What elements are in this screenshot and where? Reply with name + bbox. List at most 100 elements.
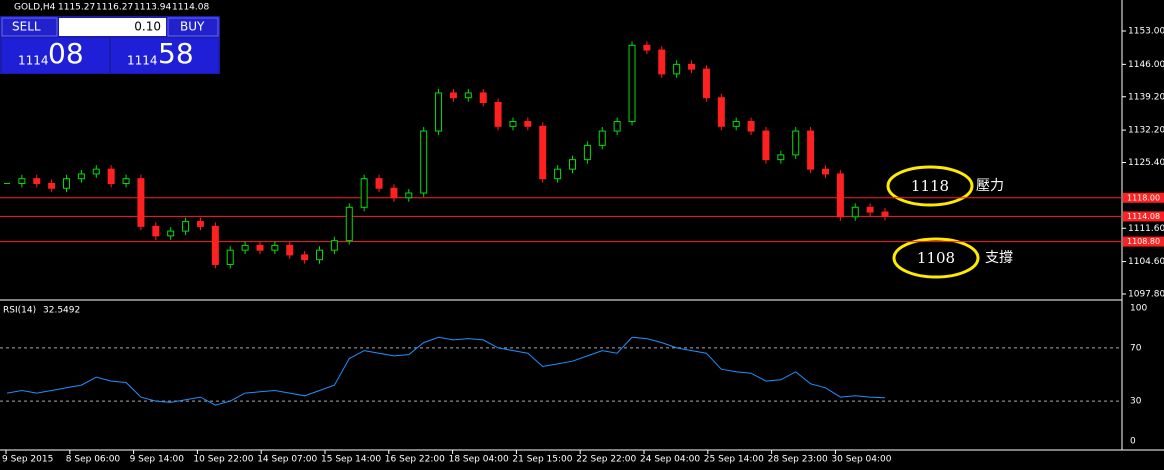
candle xyxy=(211,225,219,265)
candle xyxy=(345,206,353,242)
price-tick-label: 1125.40 xyxy=(1128,158,1164,168)
candle xyxy=(316,249,324,261)
candle xyxy=(851,206,859,218)
candle xyxy=(107,168,115,184)
candle xyxy=(152,225,160,237)
price-tick-label: 1146.00 xyxy=(1128,60,1164,70)
sell-price-major: 1114 xyxy=(18,54,49,68)
level-label-bg xyxy=(1123,192,1164,203)
buy-label: BUY xyxy=(180,20,205,34)
price-tick-label: 1139.20 xyxy=(1128,92,1164,102)
candle xyxy=(717,97,725,127)
candle xyxy=(702,68,710,99)
rsi-tick-label: 100 xyxy=(1130,304,1147,314)
buy-price-minor: 58 xyxy=(158,37,194,70)
candle xyxy=(435,92,443,132)
price-tick-label: 1132.20 xyxy=(1128,126,1164,136)
buy-button[interactable] xyxy=(167,17,219,37)
candle xyxy=(301,254,309,261)
candle xyxy=(360,178,368,208)
price-tick-label: 1104.60 xyxy=(1128,257,1164,267)
sell-price-box[interactable] xyxy=(2,38,109,73)
level-label-bg xyxy=(1123,236,1164,247)
level-label: 1118.00 xyxy=(1127,193,1160,202)
time-label: 18 Sep 04:00 xyxy=(449,455,509,465)
candle xyxy=(658,49,666,75)
candle xyxy=(226,249,234,265)
time-label: 14 Sep 07:00 xyxy=(257,455,317,465)
candle xyxy=(256,244,264,251)
candle xyxy=(375,178,383,189)
candle xyxy=(613,121,621,132)
annotation-text: 壓力 xyxy=(976,178,1004,194)
candle xyxy=(583,144,591,161)
candle xyxy=(33,178,41,184)
time-label: 9 Sep 14:00 xyxy=(130,455,185,465)
rsi-label: RSI(14) xyxy=(3,306,36,316)
candle xyxy=(286,244,294,256)
symbol: GOLD,H4 xyxy=(14,3,56,13)
candle xyxy=(524,121,532,127)
candle xyxy=(449,92,457,99)
candle xyxy=(762,130,770,161)
rsi-tick-label: 30 xyxy=(1130,397,1142,407)
sell-price-minor: 08 xyxy=(48,37,84,70)
ohlc-value: 1115.27 xyxy=(58,3,95,13)
candle xyxy=(196,221,204,227)
candle xyxy=(77,173,85,180)
rsi-current: 32.5492 xyxy=(43,306,80,316)
time-label: 30 Sep 04:00 xyxy=(831,455,891,465)
candle xyxy=(688,63,696,70)
time-label: 15 Sep 14:00 xyxy=(321,455,381,465)
candle xyxy=(673,63,681,75)
level-label: 1114.08 xyxy=(1127,212,1160,221)
candle xyxy=(137,178,145,227)
candle xyxy=(330,240,338,251)
candle xyxy=(554,168,562,180)
candle xyxy=(420,130,428,194)
time-label: 10 Sep 22:00 xyxy=(193,455,253,465)
rsi-tick-label: 0 xyxy=(1130,437,1136,447)
annotation-ellipse xyxy=(886,165,974,207)
time-label: 9 Sep 2015 xyxy=(2,455,53,465)
rsi-line xyxy=(6,336,886,406)
candle xyxy=(182,221,190,232)
candle xyxy=(539,125,547,180)
candle xyxy=(63,178,71,189)
buy-price-major: 1114 xyxy=(127,54,158,68)
ohlc-value: 1113.94 xyxy=(134,3,171,13)
candle xyxy=(568,159,576,170)
time-label: 28 Sep 23:00 xyxy=(768,455,828,465)
annotation-text: 支撐 xyxy=(985,250,1013,266)
candle xyxy=(807,130,815,170)
lot-field[interactable] xyxy=(59,18,166,36)
buy-price-box[interactable] xyxy=(111,38,218,73)
annotation-price: 1118 xyxy=(911,177,949,195)
candle xyxy=(881,211,889,217)
candle xyxy=(509,121,517,127)
candle xyxy=(92,168,100,175)
candle xyxy=(866,206,874,213)
candle xyxy=(836,173,844,218)
candle xyxy=(747,121,755,132)
price-tick-label: 1111.60 xyxy=(1128,224,1164,234)
candle xyxy=(464,92,472,99)
lot-value: 0.10 xyxy=(134,20,161,34)
candle xyxy=(167,230,175,237)
candle xyxy=(777,154,785,161)
sell-label: SELL xyxy=(12,20,41,34)
candle xyxy=(494,101,502,127)
candle xyxy=(821,168,829,175)
candle xyxy=(732,121,740,127)
sell-button[interactable] xyxy=(1,17,58,37)
candle xyxy=(405,192,413,199)
time-label: 16 Sep 22:00 xyxy=(385,455,445,465)
time-label: 25 Sep 14:00 xyxy=(704,455,764,465)
time-label: 21 Sep 15:00 xyxy=(512,455,572,465)
candle xyxy=(643,44,651,51)
time-label: 24 Sep 04:00 xyxy=(640,455,700,465)
candle xyxy=(48,182,56,189)
time-label: 22 Sep 22:00 xyxy=(576,455,636,465)
